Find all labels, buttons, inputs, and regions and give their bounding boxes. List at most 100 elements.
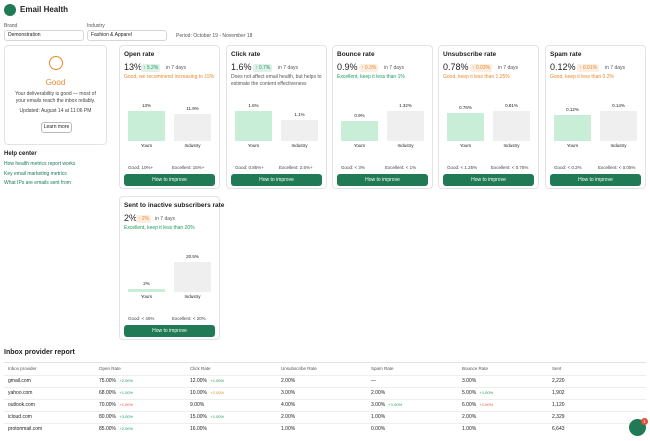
metric-period: in 7 days bbox=[384, 65, 405, 71]
improve-button[interactable]: How to improve bbox=[231, 174, 322, 186]
good-threshold: Good: 10%+ bbox=[128, 165, 154, 170]
table-cell: 2,220 bbox=[552, 378, 565, 384]
excellent-threshold: Excellent: 15%+ bbox=[172, 165, 205, 170]
metric-title: Spam rate bbox=[550, 51, 582, 58]
cell-change: +3.00% bbox=[119, 413, 134, 419]
bar-value-label: 20.5% bbox=[186, 254, 199, 259]
cell-change: +1.00% bbox=[210, 413, 225, 419]
excellent-threshold: Excellent: < 0.75% bbox=[491, 165, 529, 170]
table-cell: 6.00% bbox=[462, 402, 477, 408]
bar-value-label: 1.6% bbox=[248, 103, 259, 108]
table-cell: outlook.com bbox=[8, 402, 35, 408]
improve-button[interactable]: How to improve bbox=[337, 174, 428, 186]
cell-change: +1.00% bbox=[479, 389, 494, 395]
table-cell: 70.00% bbox=[99, 402, 116, 408]
bar-category: Industry bbox=[610, 143, 627, 148]
metric-change: ↑ 0.3% bbox=[359, 64, 379, 72]
metric-title: Open rate bbox=[124, 51, 155, 58]
table-cell: 2.00% bbox=[462, 414, 477, 420]
status-icon bbox=[49, 56, 63, 70]
learn-more-button[interactable]: Learn more bbox=[41, 122, 72, 133]
table-cell: 4.00% bbox=[281, 402, 296, 408]
column-header: Open Rate bbox=[99, 366, 121, 371]
cell-change: +2.00% bbox=[119, 377, 134, 383]
table-cell: 68.00% bbox=[99, 390, 116, 396]
bar bbox=[174, 262, 211, 292]
bar-value-label: 1.32% bbox=[399, 103, 412, 108]
bar-category: Industry bbox=[397, 143, 414, 148]
table-cell: 6,643 bbox=[552, 426, 565, 432]
cell-change: +2.00% bbox=[119, 425, 134, 431]
metric-card: Open rate 13% ↑ 5.2% in 7 days Good, we reco… bbox=[119, 45, 220, 189]
status-card: Good Your deliverability is good — most o… bbox=[4, 45, 107, 145]
table-cell: 2.00% bbox=[281, 378, 296, 384]
metric-note: Good, keep it less than 0.2% bbox=[550, 74, 614, 80]
status-text: Your deliverability is good — most of yo… bbox=[15, 91, 96, 104]
improve-button[interactable]: How to improve bbox=[124, 174, 215, 186]
cell-change: +1.00% bbox=[479, 401, 494, 407]
table-cell: 1.00% bbox=[462, 426, 477, 432]
good-threshold: Good: < 40% bbox=[128, 316, 155, 321]
row-line bbox=[4, 411, 646, 412]
table-cell: 3.00% bbox=[462, 378, 477, 384]
status-title: Good bbox=[45, 78, 66, 87]
table-cell: 1,902 bbox=[552, 390, 565, 396]
good-threshold: Good: < 3% bbox=[341, 165, 365, 170]
metric-change: ↑ 5.2% bbox=[141, 64, 161, 72]
brand-label: Brand bbox=[4, 23, 18, 29]
table-cell: 10.00% bbox=[190, 390, 207, 396]
metric-period: in 7 days bbox=[155, 216, 176, 222]
column-header: Bounce Rate bbox=[462, 366, 489, 371]
help-link[interactable]: Key email marketing metrics bbox=[4, 170, 67, 177]
table-cell: gmail.com bbox=[8, 378, 31, 384]
metric-period: in 7 days bbox=[278, 65, 299, 71]
metric-note: Does not affect email health, but helps … bbox=[231, 74, 322, 87]
column-header: Inbox provider bbox=[8, 366, 37, 371]
metric-period: in 7 days bbox=[605, 65, 626, 71]
excellent-threshold: Excellent: < 0.05% bbox=[598, 165, 636, 170]
bar-category: Yours bbox=[140, 294, 153, 299]
metric-card: Unsubscribe rate 0.78% ↑ 0.03% in 7 days Goo… bbox=[438, 45, 539, 189]
metric-value: 0.9% bbox=[337, 62, 358, 72]
bar-value-label: 0.14% bbox=[612, 103, 625, 108]
bar-category: Industry bbox=[184, 294, 201, 299]
metric-change: ↑ 0.01% bbox=[577, 64, 600, 72]
table-cell: 15.00% bbox=[190, 414, 207, 420]
table-cell: 9.00% bbox=[190, 402, 205, 408]
good-threshold: Good: < 0.2% bbox=[554, 165, 582, 170]
help-title: Help center bbox=[4, 151, 37, 157]
bar-category: Yours bbox=[140, 143, 153, 148]
bar-category: Yours bbox=[247, 143, 260, 148]
bar-value-label: 0.12% bbox=[566, 107, 579, 113]
bar-category: Industry bbox=[503, 143, 520, 148]
bar-value-label: 0.9% bbox=[354, 112, 365, 118]
metric-note: Good, we recommend increasing to 15% bbox=[124, 74, 215, 80]
page-title: Email Health bbox=[20, 5, 69, 14]
bar bbox=[447, 112, 484, 141]
industry-select[interactable]: Fashion & Apparel bbox=[87, 30, 167, 41]
metric-value: 1.6% bbox=[231, 62, 252, 72]
cell-change: +1.00% bbox=[388, 401, 403, 407]
metric-card: Click rate 1.6% ↑ 0.7% in 7 days Does not af… bbox=[226, 45, 327, 189]
metric-value: 0.12% bbox=[550, 62, 576, 72]
metric-card: Sent to inactive subscribers rate 2% ↑ 2% i… bbox=[119, 196, 224, 340]
improve-button[interactable]: How to improve bbox=[443, 174, 534, 186]
excellent-threshold: Excellent: < 20% bbox=[172, 316, 206, 321]
metric-note: Good, keep it less than 1.25% bbox=[443, 74, 510, 80]
brand-select[interactable]: Demonstration bbox=[4, 30, 84, 41]
excellent-threshold: Excellent: 2.5%+ bbox=[279, 165, 313, 170]
metric-change: ↑ 0.03% bbox=[470, 64, 493, 72]
metric-period: in 7 days bbox=[498, 65, 519, 71]
improve-button[interactable]: How to improve bbox=[550, 174, 641, 186]
table-cell: 0.00% bbox=[371, 426, 386, 432]
help-link[interactable]: What IPs are emails sent from bbox=[4, 180, 71, 186]
bar-category: Yours bbox=[353, 143, 366, 148]
help-link[interactable]: How health metrics report works bbox=[4, 161, 76, 167]
metric-note: Excellent, keep it less than 1% bbox=[337, 74, 405, 80]
cell-change: +2.00% bbox=[210, 389, 225, 395]
good-threshold: Good: < 1.25% bbox=[447, 165, 478, 170]
cell-change: +1.00% bbox=[119, 401, 134, 407]
column-header: Unsubscribe Rate bbox=[281, 366, 317, 371]
improve-button[interactable]: How to improve bbox=[124, 325, 215, 337]
bar bbox=[554, 115, 591, 141]
